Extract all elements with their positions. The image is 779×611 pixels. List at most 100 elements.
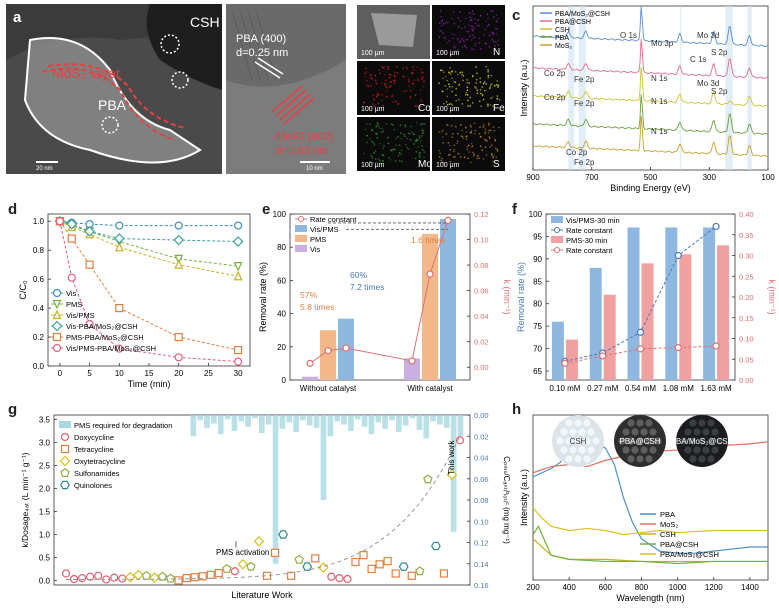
eds-dot <box>453 148 455 151</box>
eds-dot <box>497 86 499 88</box>
eds-dot <box>473 48 476 51</box>
eds-dot <box>417 78 419 80</box>
y2-tick-label: 0.10 <box>474 517 489 526</box>
eds-dot <box>448 144 451 147</box>
inset-bead <box>574 437 582 445</box>
pms-bar <box>238 415 245 422</box>
eds-dot <box>422 131 425 134</box>
eds-dot <box>369 74 372 76</box>
eds-scale-label: 100 μm <box>436 106 460 113</box>
panel-e: e 0 20 40 60 80 100 0.00 0.02 0.04 0.06 0.08 0.10 0.… <box>258 201 512 393</box>
bar-0 <box>665 227 678 380</box>
eds-dot <box>484 132 486 134</box>
eds-dot <box>465 136 467 138</box>
eds-dot <box>391 94 394 97</box>
eds-dot <box>449 103 451 105</box>
eds-dot <box>478 133 481 135</box>
x-tick-label: 30 <box>234 369 243 378</box>
legend-marker <box>52 332 62 342</box>
eds-dot <box>386 96 388 98</box>
literature-point <box>110 573 119 582</box>
legend-marker <box>52 288 62 298</box>
inset-bead <box>636 437 644 445</box>
eds-dot <box>479 145 482 147</box>
eds-dot <box>378 93 380 96</box>
eds-dot <box>448 40 451 42</box>
eds-dot <box>417 139 419 141</box>
eds-dot <box>484 128 487 130</box>
rate-constant-point <box>324 347 332 355</box>
eds-dot <box>397 135 399 138</box>
mos2-layer-boundary <box>41 63 186 141</box>
eds-dot <box>420 78 423 81</box>
y2-tick-label: 0.12 <box>474 539 489 548</box>
eds-dot <box>370 129 373 131</box>
eds-dot <box>450 73 452 75</box>
literature-point <box>94 571 103 580</box>
eds-dot <box>481 86 483 88</box>
literature-point <box>222 563 232 573</box>
eds-dot <box>495 27 497 30</box>
category-label: With catalyst <box>407 384 453 393</box>
legend-swatch <box>551 236 563 243</box>
eds-dot <box>438 82 440 84</box>
eds-dot <box>387 142 390 145</box>
eds-dot <box>369 123 371 125</box>
literature-point <box>61 569 71 578</box>
eds-dot <box>404 124 406 127</box>
data-point <box>174 332 183 342</box>
eds-dot <box>384 82 386 85</box>
x-tick-label: 20 <box>174 369 183 378</box>
eds-dot <box>421 71 423 74</box>
eds-dot <box>439 22 441 24</box>
bar-1 <box>603 294 616 380</box>
eds-dot <box>486 25 489 28</box>
eds-dot <box>441 130 443 133</box>
y-tick-label: 0.4 <box>33 304 45 313</box>
eds-dot <box>455 94 457 96</box>
xps-peak-label: Mo 3d <box>697 31 719 40</box>
eds-dot <box>475 87 477 89</box>
eds-dot <box>442 32 444 34</box>
eds-dot <box>457 17 460 19</box>
eds-dot <box>441 157 443 160</box>
eds-dot <box>491 144 493 147</box>
pms-bar <box>204 415 210 428</box>
y2-tick-label: 0.15 <box>739 314 754 323</box>
inset-bead <box>592 437 600 445</box>
inset-bead <box>587 428 595 436</box>
pms-bar <box>327 415 334 437</box>
eds-dot <box>373 144 376 146</box>
eds-dot <box>496 27 498 30</box>
y2-tick-label: 0.08 <box>474 261 489 270</box>
eds-dot <box>383 145 385 147</box>
eds-dot <box>457 26 460 28</box>
pms-bar <box>457 415 464 437</box>
csh-region <box>146 4 222 90</box>
eds-dot <box>476 72 478 75</box>
x-tick-label: 0 <box>58 369 63 378</box>
eds-dot <box>465 94 467 96</box>
inset-bead <box>627 455 635 463</box>
eds-dot <box>474 86 476 88</box>
data-point <box>174 259 184 269</box>
xps-peak-label: Mo 3d <box>697 79 719 88</box>
eds-dot <box>377 123 379 126</box>
y2-tick-label: 0.35 <box>739 231 754 240</box>
eds-dot <box>451 85 454 88</box>
eds-dot <box>489 87 491 89</box>
eds-dot <box>398 152 401 154</box>
eds-dot <box>451 33 454 35</box>
pms-bar <box>320 415 327 500</box>
eds-map-Co <box>357 61 430 115</box>
eds-dot <box>389 81 391 83</box>
pms-bar <box>437 415 443 425</box>
eds-dot <box>415 139 418 142</box>
eds-dot <box>408 80 411 83</box>
eds-dot <box>492 156 494 158</box>
bar-1 <box>679 254 692 380</box>
literature-point <box>294 554 304 564</box>
pms-bar <box>443 415 450 428</box>
eds-dot <box>422 85 425 88</box>
eds-dot <box>490 154 493 156</box>
